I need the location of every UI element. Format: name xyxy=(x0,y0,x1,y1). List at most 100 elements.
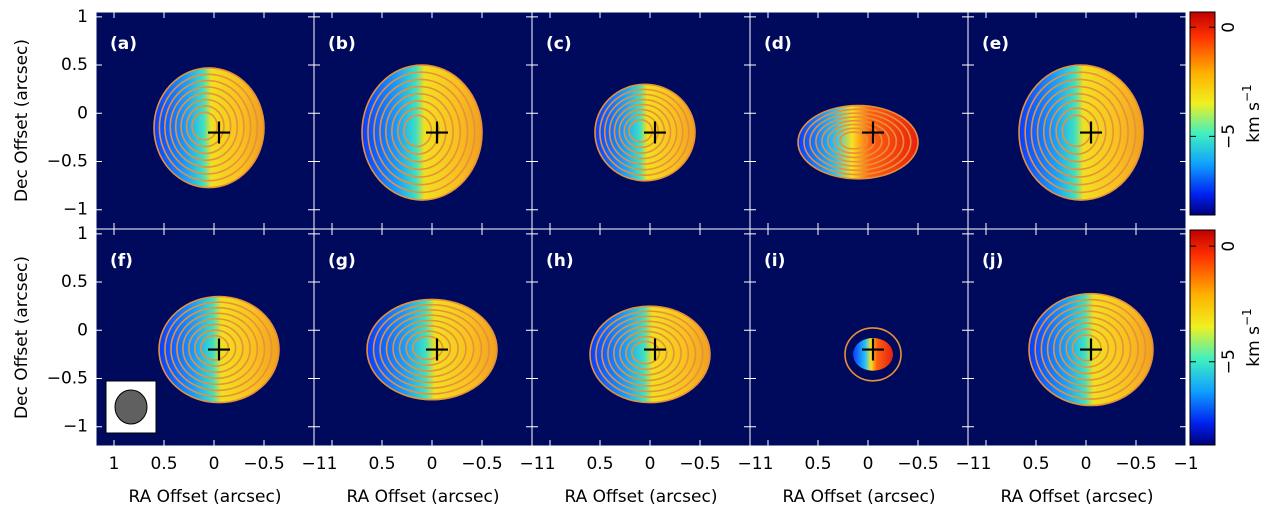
contour xyxy=(803,108,912,176)
beam xyxy=(114,389,148,425)
contour xyxy=(608,98,678,165)
source-cross xyxy=(862,338,884,361)
x-tick-label: 1 xyxy=(109,454,120,474)
contour xyxy=(1018,64,1144,201)
contour xyxy=(1042,92,1115,171)
source-cross xyxy=(208,121,230,144)
panel-label: (c) xyxy=(546,34,572,54)
source-cross xyxy=(862,121,884,144)
contour xyxy=(1030,78,1129,186)
y-tick-label: 1 xyxy=(77,7,88,27)
contour xyxy=(385,314,475,384)
colorbar-tick-label: 0 xyxy=(1219,22,1239,33)
x-tick-label: −0.5 xyxy=(1115,454,1156,474)
contour xyxy=(164,301,273,398)
panel-label: (d) xyxy=(764,34,792,54)
panel-label: (f) xyxy=(110,251,133,271)
x-tick-label: 1 xyxy=(763,454,774,474)
y-tick-label: −0.5 xyxy=(47,151,88,171)
contour xyxy=(411,335,444,361)
contour xyxy=(194,329,237,367)
source-cross xyxy=(644,338,666,361)
colorbar xyxy=(1189,229,1216,446)
contour xyxy=(188,323,244,374)
panel-label: (b) xyxy=(328,34,356,54)
colorbar-label-exponent: −1 xyxy=(1240,308,1254,326)
source-cross xyxy=(208,338,230,361)
contour xyxy=(1036,85,1122,178)
contour xyxy=(403,114,433,148)
panel-label: (a) xyxy=(110,34,137,54)
contour xyxy=(827,123,883,159)
contour xyxy=(1071,334,1102,362)
contour xyxy=(185,105,225,148)
contour xyxy=(169,86,245,168)
x-tick-label: 0.5 xyxy=(368,454,395,474)
contour xyxy=(372,303,491,395)
contour xyxy=(385,92,454,171)
contour xyxy=(1034,298,1147,400)
contour xyxy=(1049,100,1107,163)
x-tick-label: 0.5 xyxy=(804,454,831,474)
contour xyxy=(618,108,666,154)
contour xyxy=(821,119,890,163)
contour xyxy=(153,67,265,189)
contour xyxy=(367,71,476,194)
contour xyxy=(1024,71,1137,194)
contour xyxy=(613,325,682,382)
y-tick-label: 0.5 xyxy=(61,55,88,75)
contour xyxy=(200,334,230,361)
colorbar-tick-label: 0 xyxy=(1219,241,1239,252)
contour xyxy=(595,310,704,398)
y-tick-label: −1 xyxy=(63,200,88,220)
y-tick-label: 0.5 xyxy=(61,272,88,292)
colorbar-label-unit: km s xyxy=(1244,102,1264,143)
contour xyxy=(164,79,252,175)
contour xyxy=(405,330,452,366)
contour xyxy=(180,98,232,155)
contour xyxy=(619,330,675,376)
x-tick-label: −0.5 xyxy=(897,454,938,474)
contour xyxy=(1065,328,1110,368)
contour xyxy=(158,73,259,182)
x-tick-label: −0.5 xyxy=(243,454,284,474)
x-tick-label: −0.5 xyxy=(679,454,720,474)
contour xyxy=(373,78,469,186)
x-tick-label: −1 xyxy=(301,454,326,474)
panel-label: (j) xyxy=(982,251,1003,271)
x-tick-label: 0.5 xyxy=(586,454,613,474)
x-tick-label: 1 xyxy=(981,454,992,474)
colorbar-tick-label: −5 xyxy=(1219,349,1239,374)
contour xyxy=(628,118,653,143)
panel-label: (i) xyxy=(764,251,785,271)
contour xyxy=(391,100,447,163)
x-tick-label: −1 xyxy=(1173,454,1198,474)
contour xyxy=(1052,316,1125,381)
y-tick-label: 0 xyxy=(77,320,88,340)
x-tick-label: 0.5 xyxy=(150,454,177,474)
x-tick-label: 0.5 xyxy=(1022,454,1049,474)
contour xyxy=(1055,107,1100,155)
x-tick-label: 0 xyxy=(427,454,438,474)
y-tick-label: −1 xyxy=(63,417,88,437)
y-tick-label: 1 xyxy=(77,224,88,244)
contour xyxy=(398,324,459,372)
panel-label: (h) xyxy=(546,251,574,271)
source-cross xyxy=(1080,338,1102,361)
contour xyxy=(613,103,672,160)
y-axis-label: Dec Offset (arcsec) xyxy=(12,39,32,202)
x-tick-label: −1 xyxy=(519,454,544,474)
contour xyxy=(182,318,251,380)
panel-background xyxy=(749,228,969,447)
contour xyxy=(631,340,661,365)
contour xyxy=(623,113,660,149)
contour xyxy=(601,315,697,393)
contour xyxy=(809,112,905,172)
contour xyxy=(607,320,690,387)
contour xyxy=(176,312,259,386)
x-tick-label: 0 xyxy=(1081,454,1092,474)
contour xyxy=(379,309,483,389)
source-cross xyxy=(644,121,666,144)
source-cross xyxy=(1080,121,1102,144)
